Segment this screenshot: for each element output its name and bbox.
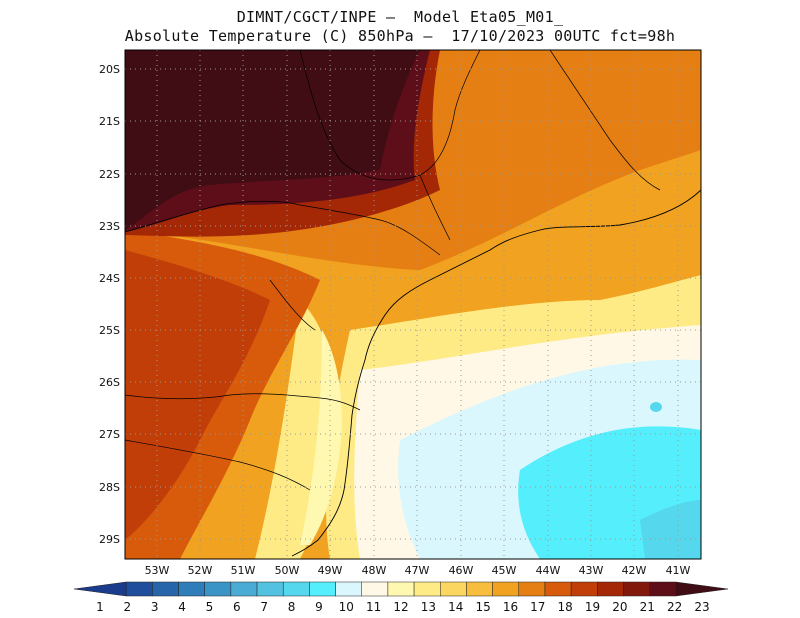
lon-label: 47W: [405, 564, 430, 577]
colorbar-label: 22: [667, 600, 682, 614]
colorbar-swatch: [649, 581, 677, 597]
colorbar-swatch: [597, 581, 624, 597]
colorbar-label: 1: [96, 600, 104, 614]
lon-label: 52W: [188, 564, 213, 577]
colorbar-label: 20: [612, 600, 627, 614]
colorbar-swatch: [256, 581, 284, 597]
colorbar-swatch: [413, 581, 441, 597]
colorbar-label: 23: [694, 600, 709, 614]
colorbar-swatch: [492, 581, 520, 597]
map-frame: [124, 49, 702, 560]
lon-label: 44W: [536, 564, 561, 577]
colorbar-swatch: [204, 581, 232, 597]
colorbar-label: 3: [151, 600, 159, 614]
colorbar-swatch: [570, 581, 598, 597]
lon-label: 41W: [666, 564, 691, 577]
colorbar-swatch: [387, 581, 415, 597]
lat-label: 29S: [99, 533, 120, 546]
lon-label: 53W: [145, 564, 170, 577]
colorbar-swatch: [518, 581, 546, 597]
colorbar-label: 7: [260, 600, 268, 614]
colorbar-label: 18: [558, 600, 573, 614]
grid-lines: [125, 50, 701, 559]
colorbar-swatch: [544, 581, 572, 597]
colorbar-label: 21: [640, 600, 655, 614]
lon-label: 42W: [622, 564, 647, 577]
colorbar-swatch: [675, 581, 729, 597]
colorbar: [73, 581, 729, 597]
colorbar-swatch: [466, 581, 493, 597]
lat-label: 25S: [99, 324, 120, 337]
colorbar-label: 14: [448, 600, 463, 614]
latitude-labels: 20S 21S 22S 23S 24S 25S 26S 27S 28S 29S: [99, 63, 120, 546]
lat-label: 22S: [99, 168, 120, 181]
colorbar-label: 11: [366, 600, 381, 614]
lat-label: 26S: [99, 376, 120, 389]
colorbar-swatch: [152, 581, 179, 597]
colorbar-label: 13: [421, 600, 436, 614]
colorbar-swatch: [282, 581, 310, 597]
title-line-1: DIMNT/CGCT/INPE – Model Eta05_M01_: [236, 8, 564, 26]
colorbar-label: 19: [585, 600, 600, 614]
colorbar-label: 16: [503, 600, 518, 614]
colorbar-label: 5: [206, 600, 214, 614]
lon-label: 50W: [275, 564, 300, 577]
colorbar-label: 9: [315, 600, 323, 614]
lat-label: 27S: [99, 428, 120, 441]
lon-label: 51W: [231, 564, 256, 577]
lat-label: 23S: [99, 220, 120, 233]
colorbar-label: 6: [233, 600, 241, 614]
title-line-2: Absolute Temperature (C) 850hPa – 17/10/…: [124, 27, 676, 45]
colorbar-swatch: [440, 581, 467, 597]
colorbar-labels: 1 2 3 4 5 6 7 8 9 10 11 12 13 14 15 16 17 18 19 20 21 22 23: [96, 600, 709, 614]
colorbar-label: 4: [178, 600, 186, 614]
colorbar-label: 17: [530, 600, 545, 614]
colorbar-label: 8: [288, 600, 296, 614]
lon-label: 49W: [318, 564, 343, 577]
colorbar-label: 2: [124, 600, 132, 614]
lon-label: 43W: [579, 564, 604, 577]
lon-label: 48W: [362, 564, 387, 577]
lat-label: 20S: [99, 63, 120, 76]
colorbar-label: 10: [339, 600, 354, 614]
colorbar-swatch: [309, 581, 336, 597]
lon-label: 46W: [449, 564, 474, 577]
colorbar-swatch: [335, 581, 362, 597]
colorbar-swatch: [230, 581, 258, 597]
colorbar-label: 15: [475, 600, 490, 614]
colorbar-swatch: [178, 581, 205, 597]
longitude-labels: 53W 52W 51W 50W 49W 48W 47W 46W 45W 44W …: [145, 564, 691, 577]
lat-label: 24S: [99, 272, 120, 285]
lat-label: 21S: [99, 115, 120, 128]
colorbar-swatch: [73, 581, 127, 597]
lat-label: 28S: [99, 481, 120, 494]
colorbar-label: 12: [393, 600, 408, 614]
map-field: [125, 50, 701, 559]
colorbar-swatch: [623, 581, 650, 597]
colorbar-swatch: [125, 581, 153, 597]
lon-label: 45W: [492, 564, 517, 577]
colorbar-swatch: [361, 581, 389, 597]
